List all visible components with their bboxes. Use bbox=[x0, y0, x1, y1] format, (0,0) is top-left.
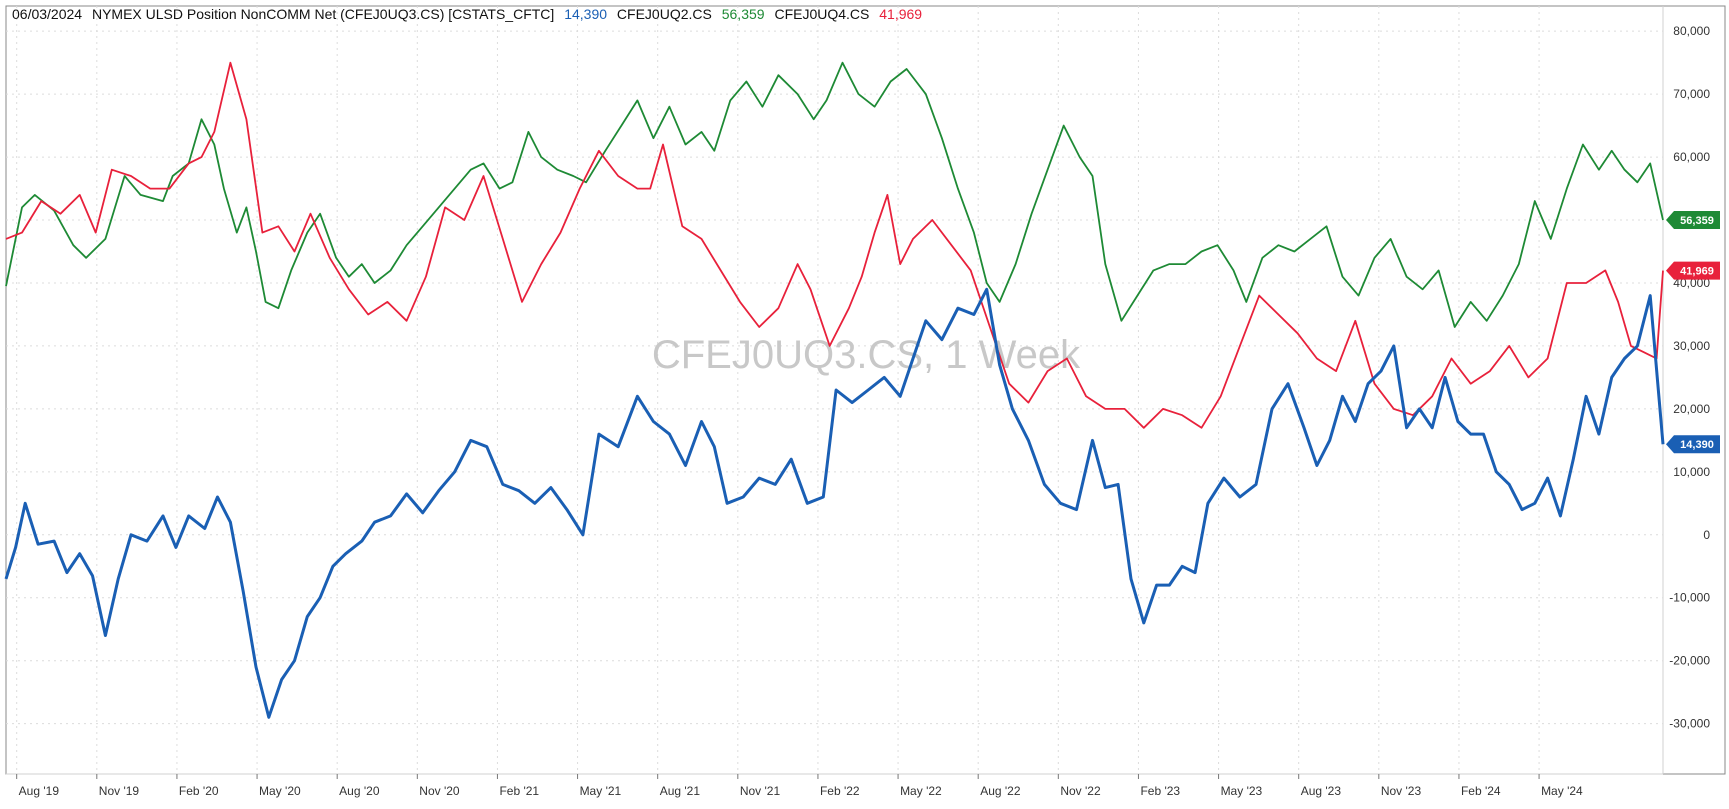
y-tick-label: 70,000 bbox=[1673, 87, 1710, 101]
series-layer bbox=[4, 61, 1665, 719]
legend-name-q4: CFEJ0UQ4.CS bbox=[774, 6, 870, 22]
x-tick-label: Aug '19 bbox=[19, 784, 60, 798]
y-tick-label: 30,000 bbox=[1673, 339, 1710, 353]
badge-label: 14,390 bbox=[1680, 439, 1714, 451]
series-line-cfej0uq3-cs bbox=[4, 287, 1665, 719]
legend-name-q2: CFEJ0UQ2.CS bbox=[616, 6, 712, 22]
legend-value-q4: 41,969 bbox=[879, 6, 923, 22]
x-tick-label: Nov '23 bbox=[1381, 784, 1422, 798]
x-tick-label: Nov '21 bbox=[740, 784, 781, 798]
badge-label: 56,359 bbox=[1680, 215, 1714, 227]
x-tick-label: Feb '22 bbox=[820, 784, 860, 798]
x-tick-label: May '21 bbox=[580, 784, 622, 798]
grid-layer bbox=[6, 6, 1663, 774]
legend-value-q2: 56,359 bbox=[721, 6, 765, 22]
x-tick-label: Feb '21 bbox=[499, 784, 539, 798]
legend-value-q3: 14,390 bbox=[564, 6, 608, 22]
last-value-badge: 41,969 bbox=[1666, 261, 1720, 280]
x-tick-label: Nov '19 bbox=[99, 784, 140, 798]
x-tick-label: Nov '20 bbox=[419, 784, 460, 798]
y-tick-label: 10,000 bbox=[1673, 465, 1710, 479]
last-value-badge: 56,359 bbox=[1666, 211, 1720, 230]
x-tick-label: Feb '24 bbox=[1461, 784, 1501, 798]
badge-label: 41,969 bbox=[1680, 266, 1714, 278]
x-tick-label: May '24 bbox=[1541, 784, 1583, 798]
x-axis: Aug '19 Nov '19 Feb '20 May '20 Aug '20 Nov '… bbox=[16, 774, 1583, 798]
y-tick-label: 20,000 bbox=[1673, 402, 1710, 416]
legend-header: 06/03/2024 NYMEX ULSD Position NonCOMM N… bbox=[12, 6, 928, 22]
x-tick-label: Feb '20 bbox=[179, 784, 219, 798]
x-tick-label: May '23 bbox=[1221, 784, 1263, 798]
x-tick-label: Aug '22 bbox=[980, 784, 1021, 798]
y-tick-label: 0 bbox=[1703, 528, 1710, 542]
watermark: CFEJ0UQ3.CS, 1 Week bbox=[652, 333, 1081, 377]
y-tick-label: -20,000 bbox=[1669, 654, 1710, 668]
x-tick-label: Nov '22 bbox=[1060, 784, 1101, 798]
legend-title: NYMEX ULSD Position NonCOMM Net (CFEJ0UQ… bbox=[91, 6, 555, 22]
x-tick-label: May '20 bbox=[259, 784, 301, 798]
y-tick-label: -30,000 bbox=[1669, 717, 1710, 731]
last-value-badges: 56,359 41,969 14,390 bbox=[1666, 211, 1720, 454]
x-tick-label: Aug '21 bbox=[660, 784, 701, 798]
y-tick-label: 80,000 bbox=[1673, 24, 1710, 38]
x-tick-label: Aug '23 bbox=[1301, 784, 1342, 798]
y-tick-label: 60,000 bbox=[1673, 150, 1710, 164]
last-value-badge: 14,390 bbox=[1666, 435, 1720, 454]
y-tick-label: -10,000 bbox=[1669, 591, 1710, 605]
x-tick-label: Aug '20 bbox=[339, 784, 380, 798]
x-tick-label: May '22 bbox=[900, 784, 942, 798]
x-tick-label: Feb '23 bbox=[1140, 784, 1180, 798]
legend-date: 06/03/2024 bbox=[12, 6, 83, 22]
series-line-cfej0uq2-cs bbox=[5, 61, 1664, 328]
